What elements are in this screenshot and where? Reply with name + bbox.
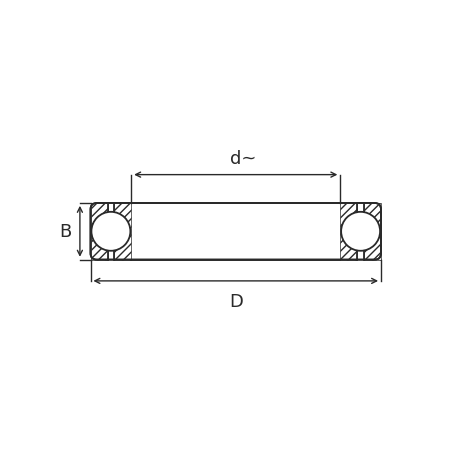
Text: B: B [59, 223, 71, 241]
Bar [114, 203, 131, 260]
Circle shape [91, 213, 130, 251]
FancyBboxPatch shape [90, 203, 380, 260]
Text: D: D [228, 292, 242, 310]
Bar [363, 203, 380, 260]
Circle shape [341, 213, 379, 251]
Bar [340, 203, 357, 260]
Bar [90, 203, 107, 260]
Text: d~: d~ [229, 150, 256, 168]
